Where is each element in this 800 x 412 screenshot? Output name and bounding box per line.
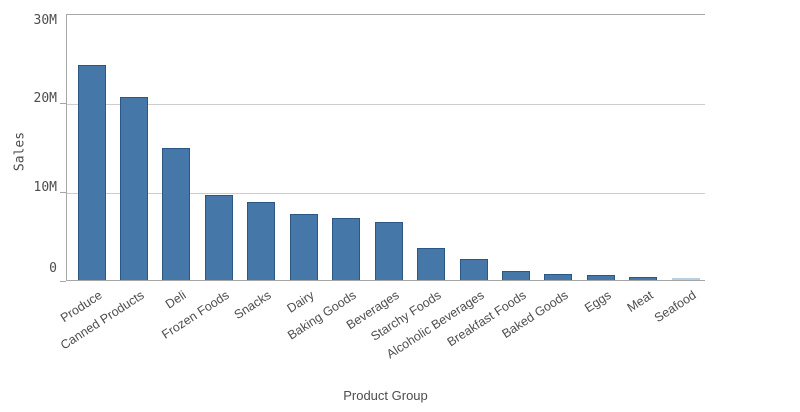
y-axis-title: Sales: [12, 131, 28, 172]
bar[interactable]: [544, 274, 572, 280]
bar[interactable]: [672, 278, 700, 280]
bar[interactable]: [247, 202, 275, 280]
bar[interactable]: [78, 65, 106, 280]
bar[interactable]: [120, 97, 148, 280]
bar[interactable]: [205, 195, 233, 280]
bar[interactable]: [162, 148, 190, 280]
bar[interactable]: [290, 214, 318, 280]
bar[interactable]: [460, 259, 488, 280]
bar[interactable]: [502, 271, 530, 280]
y-axis-tick: [60, 103, 66, 104]
gridline: [67, 104, 705, 105]
y-axis-tick-label: 0: [49, 261, 57, 276]
bar[interactable]: [417, 248, 445, 280]
gridline: [67, 193, 705, 194]
bar[interactable]: [332, 218, 360, 280]
bar[interactable]: [587, 275, 615, 280]
y-axis-tick-label: 20M: [33, 91, 57, 106]
y-axis-tick-label: 10M: [33, 180, 57, 195]
plot-area: [66, 14, 705, 281]
x-axis-title: Product Group: [343, 388, 428, 403]
y-axis-tick: [60, 281, 66, 282]
bar[interactable]: [375, 222, 403, 280]
bar[interactable]: [629, 277, 657, 280]
y-axis-tick-label: 30M: [33, 13, 57, 28]
y-axis-tick: [60, 192, 66, 193]
